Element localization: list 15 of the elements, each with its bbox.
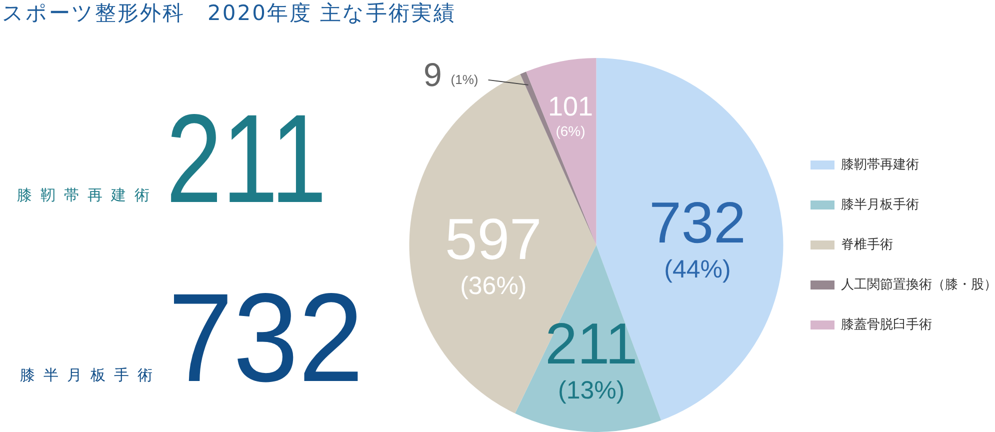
data-label: 597 (36%) bbox=[445, 207, 542, 300]
legend-label: 膝蓋骨脱臼手術 bbox=[841, 316, 932, 332]
legend-label: 人工関節置換術（膝・股） bbox=[841, 276, 995, 292]
text: 膝靭帯再建術 bbox=[17, 186, 158, 204]
legend-label: 脊椎手術 bbox=[841, 236, 893, 252]
data-label: 211 (13%) bbox=[545, 311, 638, 404]
data-label: 732 (44%) bbox=[649, 190, 746, 284]
data-label: 101 (6%) bbox=[548, 92, 594, 139]
data-label: 9 (1%) bbox=[423, 56, 478, 93]
text: 膝半月板手術 bbox=[20, 366, 161, 384]
text: 211 bbox=[166, 88, 327, 229]
text: 732 bbox=[168, 267, 364, 408]
legend-label: 膝靭帯再建術 bbox=[841, 156, 919, 172]
legend-label: 膝半月板手術 bbox=[841, 196, 919, 212]
text: スポーツ整形外科 2020年度 主な手術実績 bbox=[2, 1, 456, 25]
